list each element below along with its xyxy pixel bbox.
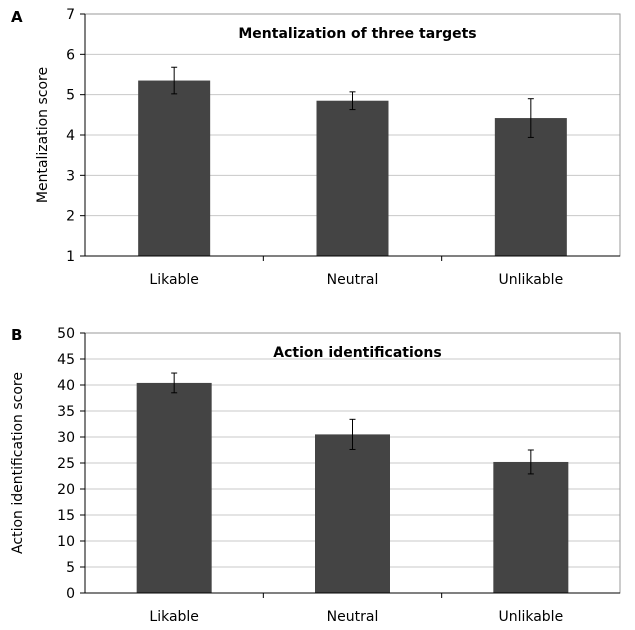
y-tick-label: 20 — [57, 482, 75, 498]
panel-a-mentalization-chart: A Mentalization of three targets 1 2 3 4 5 6 7… — [11, 7, 620, 288]
category-label: Neutral — [327, 272, 379, 288]
panel-b-y-ticks: 0 5 10 15 20 25 30 35 40 45 50 — [57, 326, 85, 602]
panel-b-action-identification-chart: B Action identifications 0 5 10 15 20 25 30 35 4… — [10, 326, 620, 625]
panel-a-chart-title: Mentalization of three targets — [238, 26, 476, 42]
bar-likable — [138, 81, 210, 256]
panel-letter-a: A — [11, 8, 23, 26]
y-tick-label: 40 — [57, 378, 75, 394]
y-tick-label: 4 — [66, 128, 75, 144]
panel-letter-b: B — [11, 326, 22, 344]
y-tick-label: 50 — [57, 326, 75, 342]
category-label: Unlikable — [498, 609, 563, 625]
y-tick-label: 25 — [57, 456, 75, 472]
y-tick-label: 35 — [57, 404, 75, 420]
panel-b-bars — [137, 383, 569, 593]
bar-neutral — [315, 434, 390, 593]
y-tick-label: 5 — [66, 88, 75, 104]
category-label: Unlikable — [498, 272, 563, 288]
panel-a-y-ticks: 1 2 3 4 5 6 7 — [66, 7, 85, 265]
y-tick-label: 15 — [57, 508, 75, 524]
y-tick-label: 30 — [57, 430, 75, 446]
y-tick-label: 2 — [66, 209, 75, 225]
bar-unlikable — [495, 118, 567, 256]
y-tick-label: 5 — [66, 560, 75, 576]
bar-likable — [137, 383, 212, 593]
category-label: Likable — [149, 609, 199, 625]
y-tick-label: 10 — [57, 534, 75, 550]
bar-unlikable — [493, 462, 568, 593]
category-label: Neutral — [327, 609, 379, 625]
panel-b-chart-title: Action identifications — [273, 345, 441, 361]
panel-b-y-axis-label: Action identification score — [10, 372, 26, 554]
y-tick-label: 45 — [57, 352, 75, 368]
y-tick-label: 7 — [66, 7, 75, 23]
y-tick-label: 3 — [66, 168, 75, 184]
category-label: Likable — [149, 272, 199, 288]
panel-a-category-labels: Likable Neutral Unlikable — [149, 256, 563, 288]
bar-neutral — [317, 101, 389, 256]
y-tick-label: 1 — [66, 249, 75, 265]
y-tick-label: 0 — [66, 586, 75, 602]
panel-a-y-axis-label: Mentalization score — [35, 67, 51, 203]
panel-b-category-labels: Likable Neutral Unlikable — [149, 593, 563, 625]
y-tick-label: 6 — [66, 47, 75, 63]
